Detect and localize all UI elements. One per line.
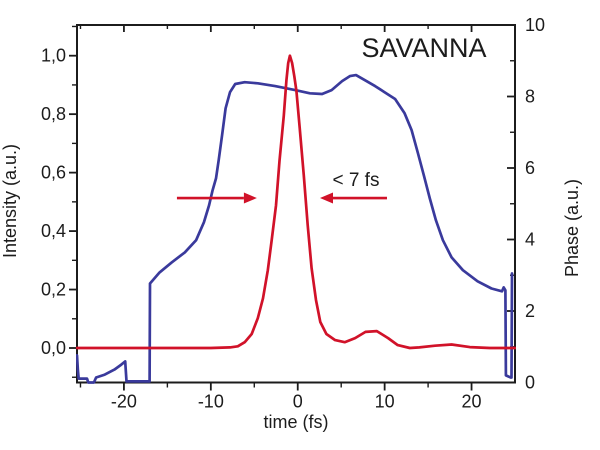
arrow-head — [319, 192, 333, 204]
x-tick-label: 10 — [375, 392, 395, 412]
y-left-axis-label: Intensity (a.u.) — [0, 144, 20, 258]
y-right-tick-label: 4 — [525, 230, 535, 250]
y-left-tick-label: 0,4 — [41, 221, 66, 241]
arrow-head — [243, 192, 257, 204]
plot-area — [76, 54, 516, 384]
fwhm-annotation: < 7 fs — [332, 170, 379, 191]
phase-curve — [76, 73, 514, 384]
y-right-axis-label: Phase (a.u.) — [562, 179, 582, 277]
x-axis-tick-labels: -20 -10 0 10 20 — [111, 392, 482, 412]
y-right-tick-label: 8 — [525, 87, 535, 107]
x-tick-label: -20 — [111, 392, 137, 412]
y-left-tick-label: 0,2 — [41, 280, 66, 300]
y-left-tick-label: 0,8 — [41, 104, 66, 124]
y-right-tick-label: 0 — [525, 373, 535, 393]
y-left-tick-label: 0,6 — [41, 163, 66, 183]
axis-ticks — [69, 24, 515, 391]
y-left-tick-label: 0,0 — [41, 338, 66, 358]
fwhm-arrow-right-icon — [176, 192, 257, 204]
y-left-tick-label: 1,0 — [41, 46, 66, 66]
y-right-tick-label: 2 — [525, 301, 535, 321]
x-tick-label: 0 — [293, 392, 303, 412]
y-left-tick-labels: 0,0 0,2 0,4 0,6 0,8 1,0 — [41, 46, 66, 358]
chart-title: SAVANNA — [361, 33, 486, 63]
y-right-tick-label: 6 — [525, 158, 535, 178]
x-tick-label: 20 — [462, 392, 482, 412]
intensity-curve — [76, 54, 516, 350]
y-right-tick-labels: 0 2 4 6 8 10 — [525, 15, 545, 393]
x-tick-label: -10 — [198, 392, 224, 412]
x-axis-label: time (fs) — [264, 412, 329, 432]
fwhm-arrow-left-icon — [319, 192, 387, 204]
y-right-tick-label: 10 — [525, 15, 545, 35]
